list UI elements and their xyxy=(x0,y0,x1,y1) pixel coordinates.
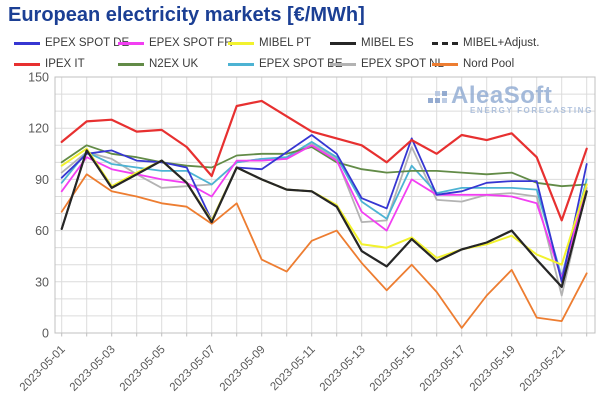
x-axis-label: 2023-05-15 xyxy=(368,344,418,394)
legend-item-mibel-es: MIBEL ES xyxy=(330,36,414,50)
legend: EPEX SPOT DE EPEX SPOT FR MIBEL PT MIBEL ES… xyxy=(0,33,600,75)
legend-label: IPEX IT xyxy=(45,58,85,70)
y-axis-label: 90 xyxy=(35,173,49,187)
legend-item-epex-spot-fr: EPEX SPOT FR xyxy=(118,36,233,50)
legend-label: MIBEL ES xyxy=(361,37,414,49)
legend-label: N2EX UK xyxy=(149,58,199,70)
legend-item-ipex-it: IPEX IT xyxy=(14,57,85,71)
legend-item-nord-pool: Nord Pool xyxy=(432,57,514,71)
legend-item-mibel-pt: MIBEL PT xyxy=(228,36,311,50)
x-axis-label: 2023-05-21 xyxy=(518,344,568,394)
legend-swatch-epex-spot-fr xyxy=(118,41,144,45)
series-ipex-it xyxy=(60,99,588,222)
series-mibel-es xyxy=(60,149,588,288)
x-axis-label: 2023-05-17 xyxy=(418,344,468,394)
legend-swatch-epex-spot-nl xyxy=(330,62,356,66)
y-axis-label: 60 xyxy=(35,224,49,238)
plot-border xyxy=(54,76,596,334)
y-axis-label: 150 xyxy=(28,71,49,85)
x-axis-label: 2023-05-05 xyxy=(118,344,168,394)
x-axis-label: 2023-05-19 xyxy=(468,344,518,394)
x-axis-label: 2023-05-09 xyxy=(218,344,268,394)
legend-swatch-epex-spot-be xyxy=(228,62,254,66)
y-axis-label: 30 xyxy=(35,275,49,289)
series-nord-pool xyxy=(60,173,588,329)
legend-swatch-epex-spot-de xyxy=(14,41,40,45)
legend-item-epex-spot-nl: EPEX SPOT NL xyxy=(330,57,444,71)
x-axis-label: 2023-05-03 xyxy=(68,344,118,394)
legend-label: EPEX SPOT DE xyxy=(45,37,130,49)
y-axis-label: 120 xyxy=(28,122,49,136)
legend-swatch-mibel-adjust xyxy=(432,41,458,45)
legend-swatch-mibel-pt xyxy=(228,41,254,45)
legend-item-epex-spot-be: EPEX SPOT BE xyxy=(228,57,343,71)
x-axis-label: 2023-05-07 xyxy=(168,344,218,394)
legend-item-mibel-adjust: MIBEL+Adjust. xyxy=(432,36,539,50)
legend-swatch-ipex-it xyxy=(14,62,40,66)
legend-swatch-nord-pool xyxy=(432,62,458,66)
legend-swatch-n2ex-uk xyxy=(118,62,144,66)
series-epex-spot-nl xyxy=(60,142,588,297)
series-epex-spot-be xyxy=(60,140,588,278)
legend-label: EPEX SPOT FR xyxy=(149,37,233,49)
legend-swatch-mibel-es xyxy=(330,41,356,45)
series-epex-spot-fr xyxy=(60,144,588,280)
legend-label: MIBEL+Adjust. xyxy=(463,37,540,49)
x-axis-label: 2023-05-13 xyxy=(318,344,368,394)
legend-label: MIBEL PT xyxy=(259,37,311,49)
series-epex-spot-de xyxy=(60,134,588,283)
legend-label: EPEX SPOT BE xyxy=(259,58,343,70)
y-axis-label: 0 xyxy=(42,327,49,341)
legend-item-epex-spot-de: EPEX SPOT DE xyxy=(14,36,129,50)
chart-title: European electricity markets [€/MWh] xyxy=(8,4,365,26)
legend-label: Nord Pool xyxy=(463,58,515,70)
x-axis-label: 2023-05-11 xyxy=(268,344,317,393)
x-axis-label: 2023-05-01 xyxy=(18,344,68,394)
legend-item-n2ex-uk: N2EX UK xyxy=(118,57,198,71)
legend-label: EPEX SPOT NL xyxy=(361,58,444,70)
series-n2ex-uk xyxy=(60,144,588,188)
